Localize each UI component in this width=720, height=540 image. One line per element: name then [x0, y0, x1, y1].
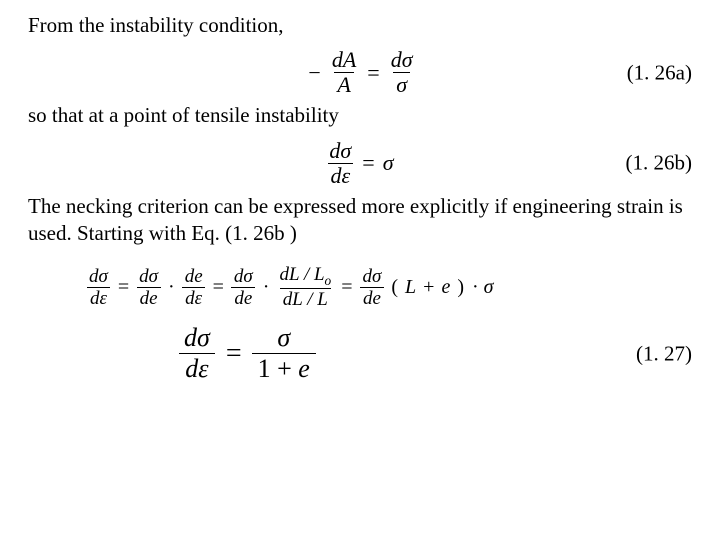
equation-1-26b: dσ dε = σ (1. 26b): [28, 140, 692, 187]
paragraph-so-that: so that at a point of tensile instabilit…: [28, 102, 692, 129]
fraction-dsigma-deps: dσ dε: [326, 140, 354, 187]
fraction-6: dσ de: [359, 267, 384, 308]
equation-chain: dσ dε = dσ de · de dε = dσ de · dL / Lo …: [86, 265, 692, 309]
sigma: σ: [383, 149, 394, 178]
page: From the instability condition, − dA A =…: [0, 0, 720, 384]
fraction-lhs: dσ dε: [178, 323, 216, 384]
lparen: (: [388, 274, 401, 300]
equals-sign: =: [363, 59, 383, 88]
plus-sign: +: [420, 274, 437, 300]
fraction-3: de dε: [182, 267, 206, 308]
equation-number-1-26a: (1. 26a): [627, 59, 692, 86]
L: L: [405, 274, 416, 300]
equation-content: dσ dε = σ: [326, 140, 393, 187]
equation-content: − dA A = dσ σ: [304, 49, 415, 96]
fraction-5: dL / Lo dL / L: [276, 265, 334, 309]
sigma: σ: [484, 274, 494, 300]
rparen: ): [454, 274, 467, 300]
equation-1-27: dσ dε = σ 1 + e (1. 27): [28, 323, 692, 384]
e: e: [441, 274, 450, 300]
fraction-dA-A: dA A: [329, 49, 359, 96]
equals-sign: =: [115, 274, 132, 300]
paragraph-intro: From the instability condition,: [28, 12, 692, 39]
fraction-dsigma-sigma: dσ σ: [388, 49, 416, 96]
equals-sign: =: [210, 274, 227, 300]
dot-sign: ·: [260, 274, 273, 300]
dot-sign: ·: [471, 274, 480, 300]
equation-number-1-26b: (1. 26b): [626, 149, 693, 176]
fraction-4: dσ de: [231, 267, 256, 308]
fraction-1: dσ dε: [86, 267, 111, 308]
dot-sign: ·: [165, 274, 178, 300]
equals-sign: =: [338, 274, 355, 300]
equation-1-26a: − dA A = dσ σ (1. 26a): [28, 49, 692, 96]
equation-content: dσ dε = σ 1 + e: [178, 323, 316, 384]
fraction-rhs: σ 1 + e: [252, 323, 316, 384]
paragraph-necking: The necking criterion can be expressed m…: [28, 193, 692, 248]
equation-number-1-27: (1. 27): [636, 340, 692, 367]
equals-sign: =: [226, 336, 242, 372]
equals-sign: =: [358, 149, 378, 178]
minus-sign: −: [304, 59, 324, 88]
fraction-2: dσ de: [136, 267, 161, 308]
